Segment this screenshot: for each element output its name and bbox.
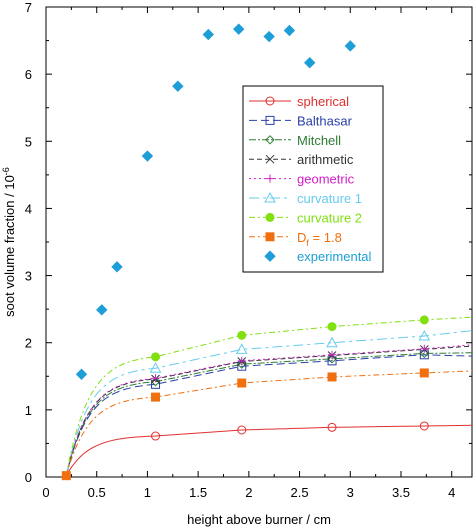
point-geometric bbox=[328, 350, 337, 359]
legend-label-spherical: spherical bbox=[297, 94, 349, 109]
y-axis-label-exponent: -6 bbox=[1, 167, 11, 175]
legend-marker-geometric bbox=[266, 174, 274, 183]
point-curvature-1 bbox=[418, 329, 431, 341]
y-tick-label: 1 bbox=[25, 403, 32, 418]
x-tick-label: 3.5 bbox=[392, 485, 410, 500]
point-experimental bbox=[96, 304, 108, 316]
curve-balthasar bbox=[65, 354, 473, 476]
curve-curvature-2 bbox=[65, 316, 473, 476]
point-experimental bbox=[283, 24, 296, 37]
axis-ticks: 0 0.5 1 1.5 2 2.5 3 3.5 4 0 1 2 3 4 5 6 7 bbox=[25, 0, 472, 500]
legend-marker-mitchell bbox=[265, 135, 275, 145]
y-tick-label: 6 bbox=[25, 67, 32, 82]
legend-marker-curvature-1 bbox=[264, 191, 276, 203]
point-spherical bbox=[237, 425, 247, 435]
point-geometric bbox=[420, 344, 429, 353]
legend-label-arithmetic: arithmetic bbox=[297, 152, 354, 167]
x-tick-label: 1.5 bbox=[189, 485, 207, 500]
x-tick-label: 0.5 bbox=[88, 485, 106, 500]
point-d bbox=[237, 378, 247, 388]
point-experimental bbox=[233, 23, 245, 35]
legend-marker-spherical bbox=[265, 96, 275, 106]
legend-marker-experimental bbox=[264, 250, 276, 262]
legend-label-mitchell: Mitchell bbox=[297, 133, 341, 148]
y-tick-label: 2 bbox=[25, 336, 32, 351]
point-mitchell bbox=[150, 376, 161, 387]
point-experimental bbox=[344, 40, 356, 52]
legend-label-curvature-2: curvature 2 bbox=[297, 210, 362, 225]
point-experimental bbox=[202, 28, 214, 41]
point-spherical bbox=[327, 422, 337, 432]
point-d bbox=[151, 392, 161, 402]
curve-d bbox=[65, 370, 473, 476]
data-markers bbox=[61, 23, 431, 481]
legend-label-experimental: experimental bbox=[297, 249, 372, 264]
legend-label-d: Df = 1.8 bbox=[297, 230, 342, 248]
point-curvature-1 bbox=[235, 343, 248, 354]
curve-mitchell bbox=[65, 352, 472, 476]
x-axis-label: height above burner / cm bbox=[187, 512, 331, 527]
point-d bbox=[327, 372, 337, 382]
y-tick-label: 0 bbox=[25, 470, 32, 485]
x-tick-label: 0 bbox=[42, 485, 49, 500]
point-mitchell bbox=[237, 359, 247, 369]
legend-label-balthasar: Balthasar bbox=[297, 113, 353, 128]
y-tick-label: 3 bbox=[25, 269, 32, 284]
curve-geometric bbox=[65, 344, 473, 476]
y-axis-label: soot volume fraction / 10-6 bbox=[1, 167, 17, 317]
point-experimental bbox=[141, 150, 154, 162]
model-curves bbox=[65, 316, 473, 476]
point-experimental bbox=[263, 30, 275, 43]
point-d bbox=[419, 368, 429, 378]
point-curvature-1 bbox=[149, 362, 162, 373]
legend-marker-arithmetic bbox=[265, 154, 275, 164]
point-experimental bbox=[75, 368, 88, 380]
y-axis-label-main: soot volume fraction / 10 bbox=[2, 175, 17, 317]
point-curvature-2 bbox=[151, 352, 161, 362]
point-origin bbox=[61, 471, 71, 481]
x-tick-label: 3 bbox=[347, 485, 354, 500]
x-tick-label: 2 bbox=[245, 485, 252, 500]
point-curvature-2 bbox=[237, 330, 247, 340]
legend: spherical Balthasar Mitchell arithmetic geom… bbox=[242, 85, 384, 273]
point-experimental bbox=[172, 80, 184, 92]
point-curvature-2 bbox=[327, 322, 337, 332]
curve-curvature-1 bbox=[65, 330, 473, 476]
point-geometric bbox=[151, 374, 160, 383]
legend-marker-balthasar bbox=[265, 115, 275, 125]
point-curvature-2 bbox=[419, 315, 429, 325]
y-tick-label: 7 bbox=[25, 0, 32, 15]
point-spherical bbox=[419, 421, 429, 431]
y-tick-label: 4 bbox=[25, 201, 32, 216]
legend-label-curvature-1: curvature 1 bbox=[297, 191, 362, 206]
x-tick-label: 2.5 bbox=[291, 485, 309, 500]
x-tick-label: 4 bbox=[448, 485, 455, 500]
point-spherical bbox=[151, 431, 161, 441]
x-tick-label: 1 bbox=[144, 485, 151, 500]
point-experimental bbox=[304, 57, 316, 69]
point-experimental bbox=[111, 261, 123, 273]
point-geometric bbox=[237, 356, 246, 365]
legend-marker-d bbox=[265, 232, 275, 242]
y-tick-label: 5 bbox=[25, 134, 32, 149]
legend-label-geometric: geometric bbox=[297, 172, 355, 187]
curve-arithmetic bbox=[65, 345, 473, 476]
point-curvature-1 bbox=[326, 336, 338, 348]
legend-marker-curvature-2 bbox=[265, 212, 275, 222]
curve-spherical bbox=[65, 424, 473, 476]
